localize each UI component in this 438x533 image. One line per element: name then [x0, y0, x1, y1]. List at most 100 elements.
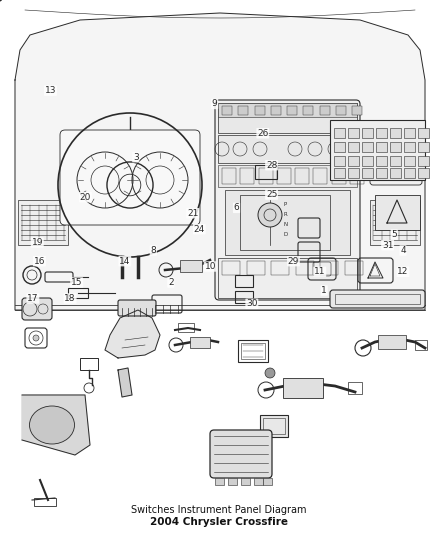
- Bar: [390, 168, 401, 178]
- Bar: [254, 478, 263, 485]
- Bar: [415, 340, 427, 350]
- Bar: [247, 261, 265, 275]
- Bar: [254, 106, 265, 115]
- Bar: [376, 142, 387, 152]
- Text: D: D: [283, 232, 287, 238]
- Bar: [296, 261, 314, 275]
- Text: 18: 18: [64, 294, 76, 303]
- Text: 2: 2: [168, 278, 173, 287]
- Text: 1: 1: [321, 286, 327, 295]
- Bar: [375, 195, 420, 230]
- Bar: [418, 156, 429, 166]
- Text: 19: 19: [32, 238, 43, 247]
- Bar: [362, 168, 373, 178]
- Polygon shape: [105, 310, 160, 358]
- Bar: [348, 142, 359, 152]
- Circle shape: [258, 203, 282, 227]
- Bar: [283, 378, 323, 398]
- Bar: [241, 478, 250, 485]
- Text: 14: 14: [119, 257, 131, 265]
- FancyBboxPatch shape: [370, 130, 422, 185]
- Bar: [18, 200, 68, 245]
- Circle shape: [265, 368, 275, 378]
- Bar: [418, 142, 429, 152]
- Bar: [271, 106, 281, 115]
- Bar: [271, 261, 289, 275]
- Bar: [241, 343, 265, 359]
- Bar: [263, 478, 272, 485]
- Text: 30: 30: [246, 300, 258, 308]
- Bar: [335, 294, 420, 304]
- Polygon shape: [15, 13, 425, 310]
- Text: 17: 17: [27, 294, 39, 303]
- Text: 16: 16: [34, 257, 45, 265]
- Bar: [287, 106, 297, 115]
- Bar: [336, 106, 346, 115]
- Text: 24: 24: [194, 225, 205, 233]
- Bar: [222, 106, 232, 115]
- Bar: [319, 106, 329, 115]
- Bar: [80, 358, 98, 370]
- Bar: [277, 168, 291, 184]
- Bar: [345, 261, 363, 275]
- Bar: [404, 156, 415, 166]
- Bar: [376, 168, 387, 178]
- FancyBboxPatch shape: [215, 100, 360, 300]
- Bar: [348, 128, 359, 138]
- Bar: [378, 335, 406, 349]
- Text: 21: 21: [187, 209, 198, 217]
- Text: 10: 10: [205, 262, 216, 271]
- Bar: [350, 168, 364, 184]
- FancyBboxPatch shape: [60, 130, 200, 225]
- Bar: [334, 168, 345, 178]
- Text: 8: 8: [150, 246, 156, 255]
- Bar: [330, 120, 425, 180]
- Bar: [390, 128, 401, 138]
- Bar: [362, 156, 373, 166]
- Bar: [218, 258, 357, 298]
- Bar: [178, 323, 194, 332]
- Bar: [240, 195, 330, 250]
- Bar: [334, 156, 345, 166]
- Polygon shape: [22, 395, 90, 455]
- Bar: [228, 478, 237, 485]
- Text: 29: 29: [288, 257, 299, 265]
- Text: 13: 13: [45, 86, 56, 95]
- Text: 11: 11: [314, 268, 325, 276]
- Text: R: R: [283, 213, 287, 217]
- Bar: [263, 418, 285, 434]
- Bar: [190, 337, 210, 348]
- Text: 9: 9: [212, 100, 218, 108]
- Bar: [258, 168, 272, 184]
- Bar: [348, 382, 362, 394]
- Text: P: P: [283, 203, 286, 207]
- Bar: [314, 168, 328, 184]
- Text: N: N: [283, 222, 287, 228]
- Circle shape: [33, 335, 39, 341]
- Bar: [303, 106, 313, 115]
- Bar: [348, 168, 359, 178]
- Bar: [180, 260, 202, 272]
- Bar: [255, 165, 277, 179]
- Text: 26: 26: [257, 129, 268, 138]
- Bar: [321, 261, 339, 275]
- Bar: [218, 103, 357, 117]
- Bar: [362, 128, 373, 138]
- Text: 2004 Chrysler Crossfire: 2004 Chrysler Crossfire: [150, 517, 288, 527]
- Bar: [352, 106, 362, 115]
- FancyBboxPatch shape: [118, 300, 156, 316]
- Bar: [376, 156, 387, 166]
- Bar: [404, 128, 415, 138]
- FancyBboxPatch shape: [210, 430, 272, 478]
- Bar: [418, 168, 429, 178]
- Bar: [348, 156, 359, 166]
- Bar: [404, 168, 415, 178]
- Bar: [295, 168, 309, 184]
- FancyBboxPatch shape: [330, 290, 425, 308]
- Ellipse shape: [29, 406, 74, 444]
- Bar: [404, 142, 415, 152]
- Bar: [332, 168, 346, 184]
- Bar: [238, 340, 268, 362]
- Bar: [240, 168, 254, 184]
- Text: 28: 28: [266, 161, 277, 169]
